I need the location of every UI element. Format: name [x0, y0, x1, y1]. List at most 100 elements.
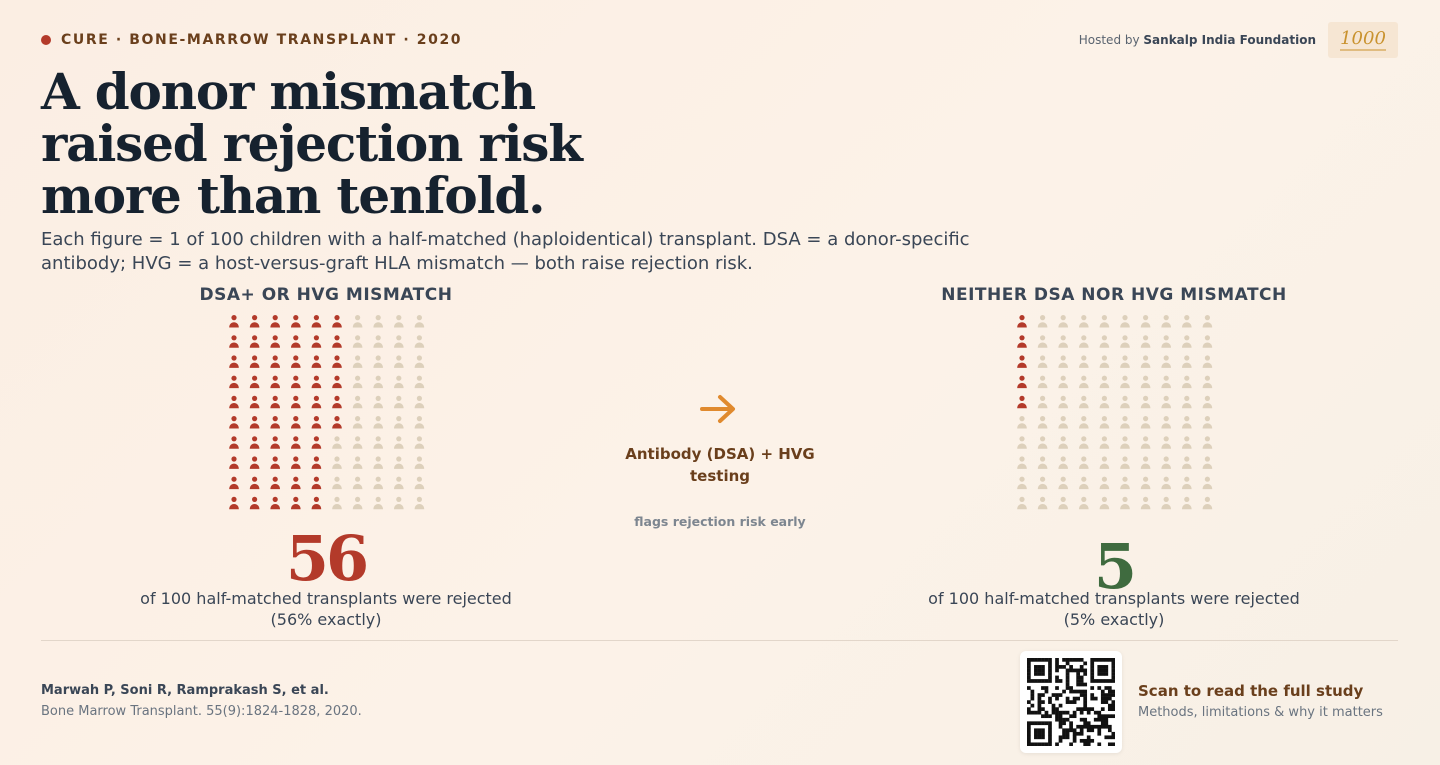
- qr-module: [1065, 658, 1070, 662]
- left-figure-22: [270, 335, 280, 348]
- qr-module: [1086, 710, 1091, 715]
- qr-module: [1111, 703, 1115, 708]
- left-big-number: 56: [285, 522, 369, 595]
- left-figure-13: [249, 355, 260, 368]
- left-figure-25: [270, 395, 280, 409]
- qr-module: [1090, 672, 1095, 676]
- right-figure-24: [1058, 375, 1068, 389]
- qr-module: [1107, 714, 1112, 719]
- qr-code-card[interactable]: [1020, 651, 1122, 753]
- qr-module: [1051, 707, 1056, 711]
- left-figure-37: [291, 436, 301, 449]
- right-figure-93: [1202, 355, 1213, 368]
- left-figure-59: [332, 476, 342, 490]
- left-figure-84: [394, 375, 404, 389]
- qr-module: [1111, 679, 1115, 683]
- right-figure-13: [1037, 355, 1048, 368]
- qr-module: [1062, 728, 1066, 733]
- left-figure-30: [270, 496, 280, 510]
- qr-code-icon[interactable]: [1027, 658, 1115, 746]
- left-figure-94: [414, 375, 425, 389]
- left-figure-78: [373, 456, 383, 469]
- qr-module: [1055, 710, 1059, 715]
- right-figure-53: [1120, 355, 1130, 368]
- qr-module: [1069, 714, 1073, 719]
- left-figure-83: [394, 355, 404, 368]
- qr-module: [1069, 658, 1073, 662]
- qr-module: [1107, 686, 1112, 690]
- qr-module: [1083, 661, 1088, 666]
- qr-module: [1037, 728, 1042, 733]
- left-figure-28: [270, 456, 280, 469]
- qr-module: [1111, 672, 1115, 676]
- qr-module: [1072, 658, 1077, 662]
- qr-module: [1100, 696, 1105, 701]
- left-figure-2: [229, 335, 239, 348]
- qr-module: [1086, 728, 1091, 733]
- qr-module: [1083, 689, 1088, 694]
- right-figure-7: [1017, 436, 1027, 449]
- qr-module: [1027, 710, 1031, 715]
- qr-module: [1090, 728, 1095, 733]
- left-figure-71: [373, 315, 383, 328]
- qr-module: [1041, 665, 1045, 669]
- qr-module: [1100, 689, 1105, 694]
- left-figure-21: [270, 315, 280, 328]
- qr-module: [1055, 668, 1059, 673]
- qr-module: [1090, 693, 1095, 697]
- qr-module: [1037, 721, 1042, 726]
- right-figure-64: [1140, 375, 1151, 389]
- qr-module: [1079, 658, 1084, 662]
- qr-module: [1044, 686, 1049, 690]
- right-figure-19: [1037, 476, 1048, 490]
- citation-authors: Marwah P, Soni R, Ramprakash S, et al.: [41, 683, 329, 698]
- right-figure-79: [1161, 476, 1171, 490]
- right-figure-72: [1161, 335, 1171, 348]
- qr-module: [1111, 689, 1115, 694]
- right-figure-65: [1140, 395, 1151, 409]
- qr-module: [1069, 665, 1073, 669]
- scan-subtitle: Methods, limitations & why it matters: [1138, 705, 1383, 720]
- qr-module: [1072, 668, 1077, 673]
- right-figure-51: [1120, 315, 1130, 328]
- qr-module: [1055, 658, 1059, 662]
- qr-module: [1058, 735, 1063, 740]
- qr-module: [1055, 742, 1059, 746]
- arrow-right-icon: [700, 395, 735, 423]
- qr-module: [1097, 728, 1102, 733]
- qr-module: [1072, 714, 1077, 719]
- qr-module: [1048, 668, 1052, 673]
- qr-module: [1083, 717, 1088, 722]
- qr-module: [1104, 693, 1109, 697]
- right-figure-85: [1182, 395, 1192, 409]
- left-figure-65: [352, 395, 363, 409]
- qr-module: [1069, 742, 1073, 746]
- qr-module: [1100, 693, 1105, 697]
- qr-module: [1027, 672, 1031, 676]
- qr-module: [1111, 693, 1115, 697]
- qr-module: [1072, 738, 1077, 743]
- qr-module: [1083, 724, 1088, 729]
- qr-module: [1034, 721, 1038, 726]
- qr-module: [1048, 735, 1052, 740]
- qr-module: [1062, 658, 1066, 662]
- left-figure-61: [352, 315, 363, 328]
- qr-module: [1044, 658, 1049, 662]
- qr-module: [1037, 696, 1042, 701]
- qr-module: [1100, 679, 1105, 683]
- qr-module: [1034, 665, 1038, 669]
- qr-module: [1062, 735, 1066, 740]
- qr-module: [1027, 724, 1031, 729]
- qr-module: [1027, 686, 1031, 690]
- right-figure-73: [1161, 355, 1171, 368]
- qr-module: [1069, 686, 1073, 690]
- qr-module: [1079, 731, 1084, 736]
- left-figure-66: [352, 416, 363, 429]
- left-figure-12: [249, 335, 260, 348]
- qr-module: [1093, 710, 1098, 715]
- right-figure-1: [1017, 315, 1027, 328]
- qr-module: [1097, 731, 1102, 736]
- qr-module: [1079, 675, 1084, 680]
- left-figure-99: [414, 476, 425, 490]
- right-figure-33: [1079, 355, 1089, 368]
